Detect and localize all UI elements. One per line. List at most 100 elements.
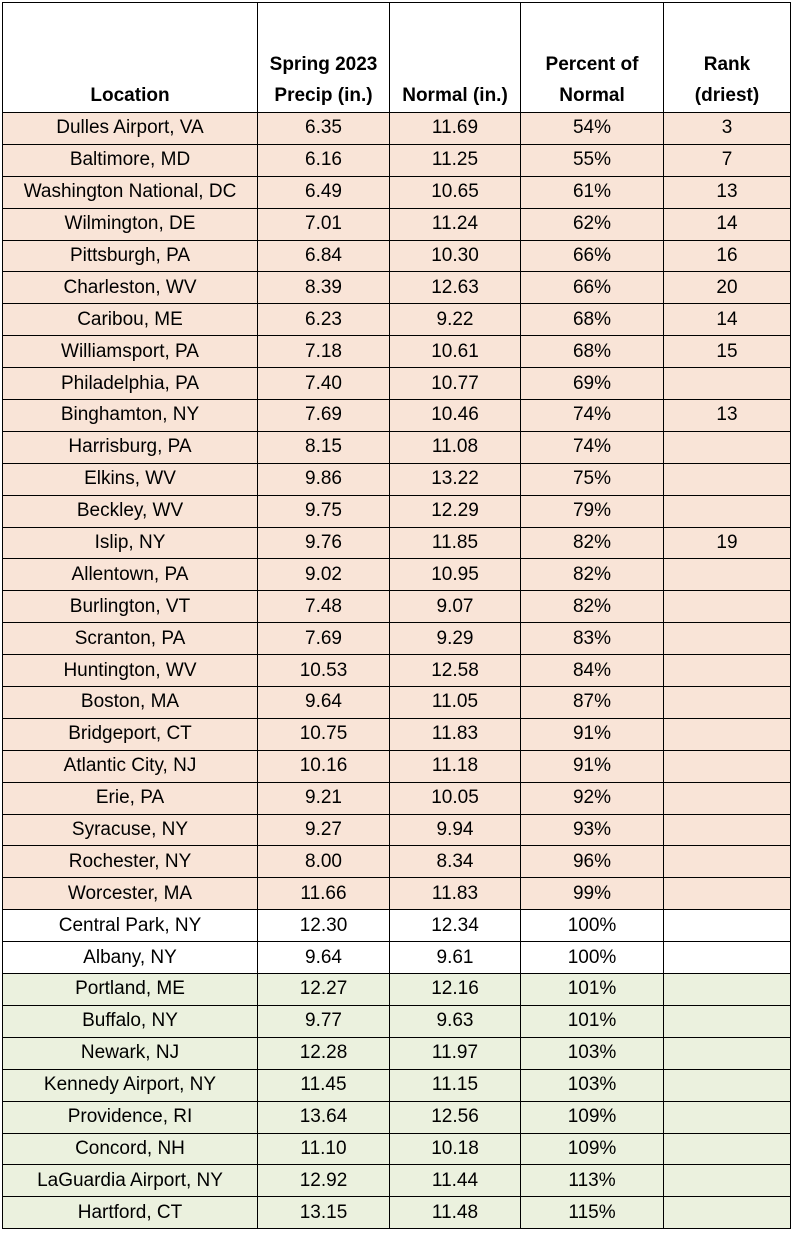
normal-precip-cell: 11.44 xyxy=(389,1164,521,1198)
spring-precip-cell: 11.45 xyxy=(257,1068,390,1102)
normal-precip-cell: 10.18 xyxy=(389,1132,521,1166)
rank-cell xyxy=(663,1132,791,1166)
spring-precip-cell: 12.92 xyxy=(257,1164,390,1198)
percent-of-normal-cell: 75% xyxy=(520,462,664,496)
table-row: Providence, RI 13.64 12.56 109% xyxy=(2,1100,791,1134)
percent-of-normal-cell: 87% xyxy=(520,686,664,719)
header-location: Location xyxy=(2,2,258,113)
normal-precip-cell: 12.63 xyxy=(389,271,521,305)
percent-of-normal-cell: 99% xyxy=(520,877,664,911)
percent-of-normal-cell: 66% xyxy=(520,239,664,273)
spring-precip-cell: 9.77 xyxy=(257,1004,390,1038)
spring-precip-cell: 10.53 xyxy=(257,654,390,688)
percent-of-normal-cell: 68% xyxy=(520,335,664,369)
table-row: Portland, ME 12.27 12.16 101% xyxy=(2,973,791,1006)
location-cell: Buffalo, NY xyxy=(2,1004,258,1038)
location-cell: Newark, NJ xyxy=(2,1036,258,1070)
normal-precip-cell: 11.25 xyxy=(389,143,521,177)
normal-precip-cell: 11.48 xyxy=(389,1196,521,1230)
rank-cell xyxy=(663,749,791,783)
normal-precip-cell: 10.95 xyxy=(389,558,521,592)
rank-cell: 7 xyxy=(663,143,791,177)
percent-of-normal-cell: 100% xyxy=(520,941,664,975)
rank-cell xyxy=(663,909,791,943)
location-cell: LaGuardia Airport, NY xyxy=(2,1164,258,1198)
table-row: Buffalo, NY 9.77 9.63 101% xyxy=(2,1004,791,1038)
spring-precip-cell: 8.00 xyxy=(257,845,390,879)
rank-cell xyxy=(663,558,791,592)
spring-precip-cell: 9.02 xyxy=(257,558,390,592)
spring-precip-cell: 8.39 xyxy=(257,271,390,305)
normal-precip-cell: 11.05 xyxy=(389,686,521,719)
spring-precip-cell: 9.76 xyxy=(257,526,390,560)
percent-of-normal-cell: 103% xyxy=(520,1036,664,1070)
normal-precip-cell: 10.30 xyxy=(389,239,521,273)
percent-of-normal-cell: 66% xyxy=(520,271,664,305)
table-row: Williamsport, PA 7.18 10.61 68% 15 xyxy=(2,335,791,369)
table-row: Dulles Airport, VA 6.35 11.69 54% 3 xyxy=(2,112,791,145)
rank-cell xyxy=(663,590,791,624)
table-row: Charleston, WV 8.39 12.63 66% 20 xyxy=(2,271,791,305)
location-cell: Baltimore, MD xyxy=(2,143,258,177)
location-cell: Washington National, DC xyxy=(2,175,258,209)
table-row: Scranton, PA 7.69 9.29 83% xyxy=(2,622,791,656)
table-row: Atlantic City, NJ 10.16 11.18 91% xyxy=(2,749,791,783)
percent-of-normal-cell: 103% xyxy=(520,1068,664,1102)
location-cell: Binghamton, NY xyxy=(2,399,258,432)
percent-of-normal-cell: 100% xyxy=(520,909,664,943)
header-normal: Normal (in.) xyxy=(389,2,521,113)
location-cell: Beckley, WV xyxy=(2,494,258,528)
location-cell: Portland, ME xyxy=(2,973,258,1006)
location-cell: Pittsburgh, PA xyxy=(2,239,258,273)
header-percent-of-normal: Percent of Normal xyxy=(520,2,664,113)
header-spring-precip: Spring 2023 Precip (in.) xyxy=(257,2,390,113)
table-row: Huntington, WV 10.53 12.58 84% xyxy=(2,654,791,688)
rank-cell: 13 xyxy=(663,399,791,432)
table-row: LaGuardia Airport, NY 12.92 11.44 113% xyxy=(2,1164,791,1198)
percent-of-normal-cell: 61% xyxy=(520,175,664,209)
percent-of-normal-cell: 96% xyxy=(520,845,664,879)
spring-precip-cell: 6.23 xyxy=(257,303,390,337)
rank-cell xyxy=(663,430,791,464)
rank-cell xyxy=(663,717,791,751)
percent-of-normal-cell: 101% xyxy=(520,1004,664,1038)
spring-precip-cell: 10.16 xyxy=(257,749,390,783)
location-cell: Williamsport, PA xyxy=(2,335,258,369)
spring-precip-cell: 9.64 xyxy=(257,941,390,975)
location-cell: Burlington, VT xyxy=(2,590,258,624)
percent-of-normal-cell: 82% xyxy=(520,590,664,624)
normal-precip-cell: 10.05 xyxy=(389,781,521,815)
normal-precip-cell: 11.83 xyxy=(389,877,521,911)
normal-precip-cell: 10.65 xyxy=(389,175,521,209)
table-row: Caribou, ME 6.23 9.22 68% 14 xyxy=(2,303,791,337)
table-row: Washington National, DC 6.49 10.65 61% 13 xyxy=(2,175,791,209)
percent-of-normal-cell: 91% xyxy=(520,749,664,783)
rank-cell: 14 xyxy=(663,303,791,337)
percent-of-normal-cell: 113% xyxy=(520,1164,664,1198)
location-cell: Atlantic City, NJ xyxy=(2,749,258,783)
percent-of-normal-cell: 83% xyxy=(520,622,664,656)
table-row: Islip, NY 9.76 11.85 82% 19 xyxy=(2,526,791,560)
rank-cell xyxy=(663,973,791,1006)
table-row: Concord, NH 11.10 10.18 109% xyxy=(2,1132,791,1166)
normal-precip-cell: 12.16 xyxy=(389,973,521,1006)
table-row: Binghamton, NY 7.69 10.46 74% 13 xyxy=(2,399,791,432)
normal-precip-cell: 11.97 xyxy=(389,1036,521,1070)
spring-precip-cell: 7.01 xyxy=(257,207,390,241)
rank-cell: 13 xyxy=(663,175,791,209)
percent-of-normal-cell: 109% xyxy=(520,1100,664,1134)
normal-precip-cell: 9.94 xyxy=(389,813,521,847)
normal-precip-cell: 11.83 xyxy=(389,717,521,751)
rank-cell xyxy=(663,686,791,719)
location-cell: Kennedy Airport, NY xyxy=(2,1068,258,1102)
percent-of-normal-cell: 54% xyxy=(520,112,664,145)
spring-precip-cell: 12.27 xyxy=(257,973,390,1006)
normal-precip-cell: 10.46 xyxy=(389,399,521,432)
normal-precip-cell: 12.29 xyxy=(389,494,521,528)
table-row: Erie, PA 9.21 10.05 92% xyxy=(2,781,791,815)
rank-cell xyxy=(663,877,791,911)
normal-precip-cell: 11.24 xyxy=(389,207,521,241)
normal-precip-cell: 11.15 xyxy=(389,1068,521,1102)
normal-precip-cell: 11.18 xyxy=(389,749,521,783)
